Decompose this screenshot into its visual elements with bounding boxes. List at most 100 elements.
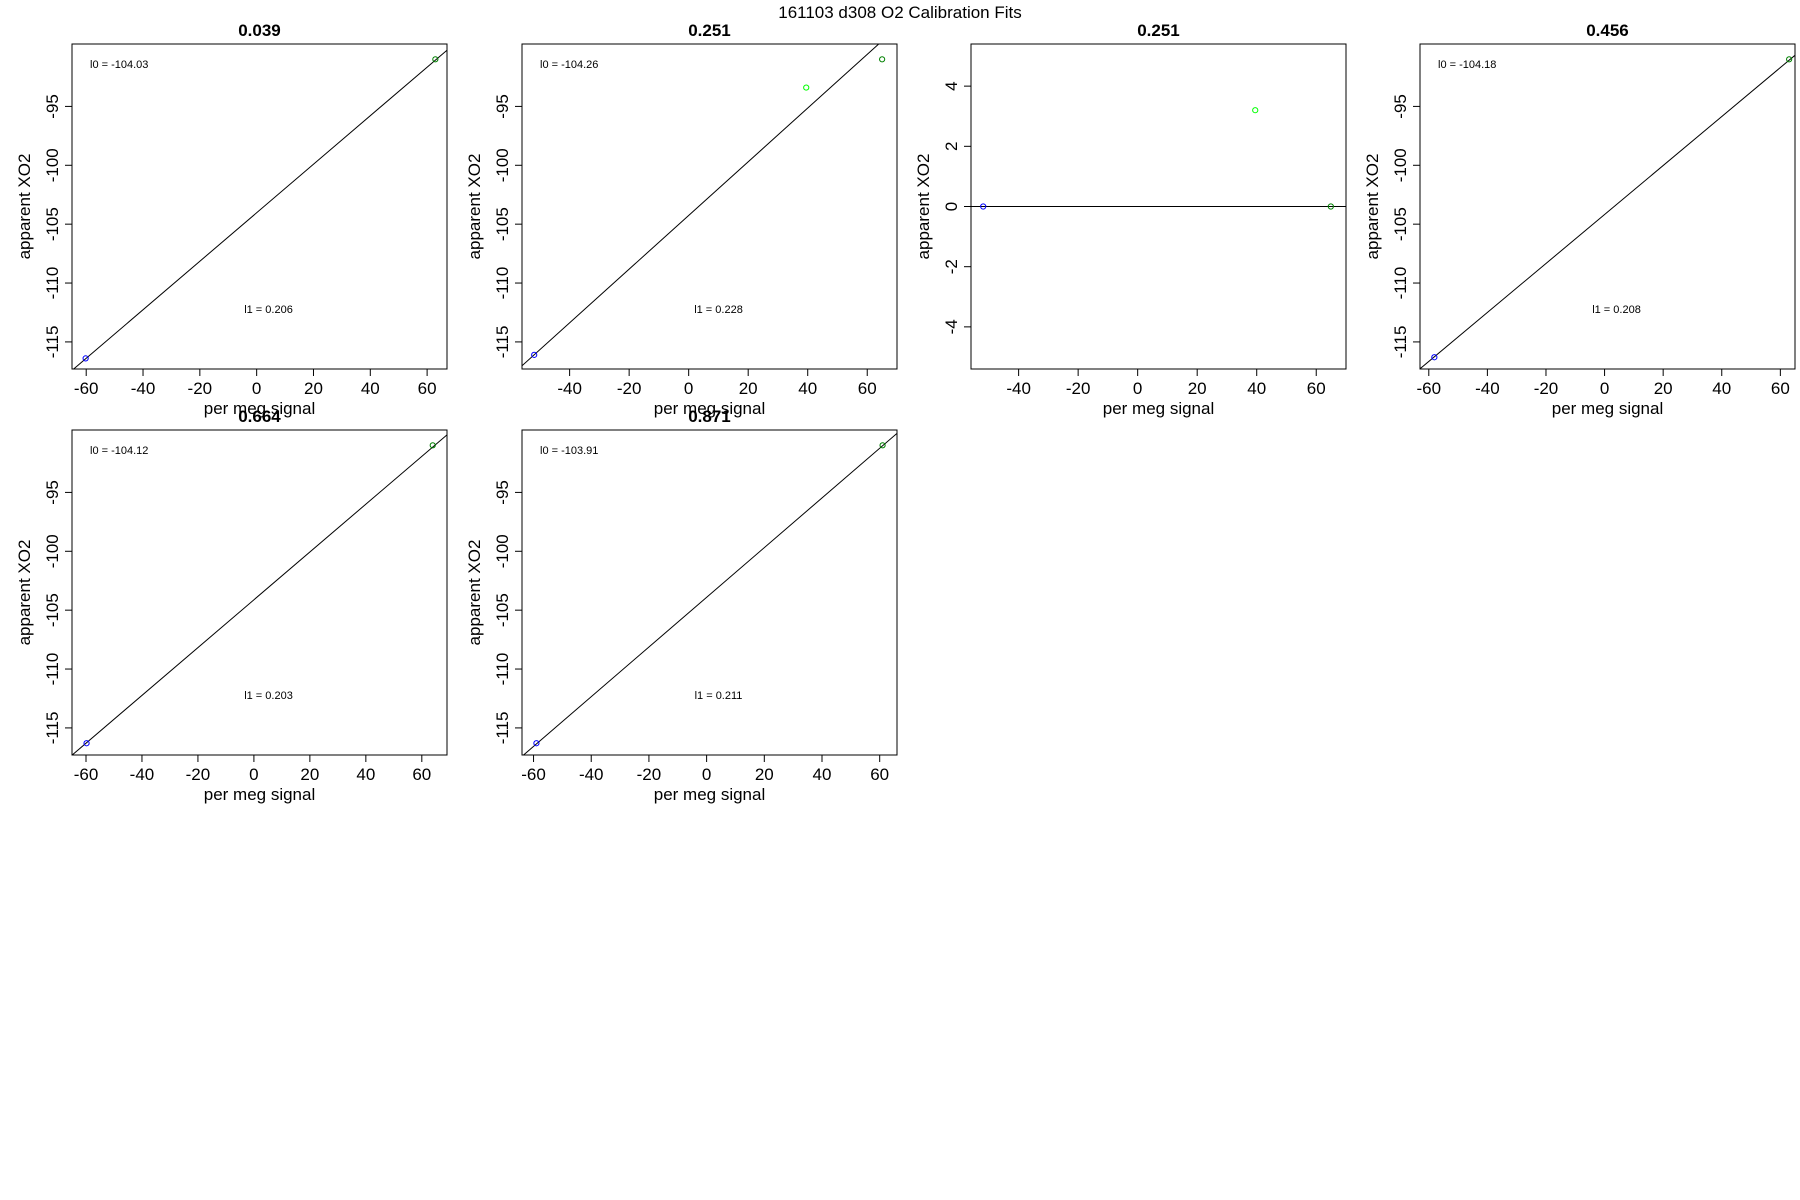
y-tick-label: -105	[43, 593, 62, 627]
x-tick-label: 60	[412, 765, 431, 784]
x-tick-label: 0	[1133, 379, 1142, 398]
data-point	[82, 355, 89, 362]
data-point	[83, 740, 90, 747]
y-tick-label: -100	[43, 148, 62, 182]
x-tick-label: -20	[186, 765, 211, 784]
data-point	[980, 203, 987, 210]
panel-title: 0.039	[238, 21, 281, 40]
panel-title: 0.456	[1586, 21, 1629, 40]
x-tick-label: -20	[1066, 379, 1091, 398]
x-tick-label: 20	[1654, 379, 1673, 398]
x-tick-label: 60	[418, 379, 437, 398]
panel-title: 0.251	[1137, 21, 1180, 40]
x-tick-label: 40	[813, 765, 832, 784]
chart-panel-6: 0.871 -60 -40 -20 0 20 40 60 per meg signal -115 -…	[465, 407, 898, 804]
y-tick-label: -95	[493, 94, 512, 119]
y-axis-label: apparent XO2	[15, 540, 34, 646]
data-point	[1431, 354, 1438, 361]
x-tick-label: -40	[1006, 379, 1031, 398]
y-tick-label: 4	[942, 81, 961, 90]
x-tick-label: 40	[798, 379, 817, 398]
x-tick-label: 0	[1600, 379, 1609, 398]
y-tick-label: 2	[942, 142, 961, 151]
y-tick-label: 0	[942, 202, 961, 211]
y-tick-label: -2	[942, 259, 961, 274]
x-tick-label: -40	[1475, 379, 1500, 398]
slope-annotation: l1 = 0.203	[244, 690, 293, 702]
y-tick-label: -4	[942, 319, 961, 334]
y-tick-label: -110	[493, 653, 512, 686]
intercept-annotation: l0 = -103.91	[540, 445, 598, 457]
slope-annotation: l1 = 0.208	[1592, 304, 1641, 316]
plot-frame	[521, 429, 898, 756]
data-point	[531, 351, 538, 358]
y-tick-label: -115	[43, 712, 62, 745]
x-axis-label: per meg signal	[654, 785, 766, 804]
x-tick-label: 0	[702, 765, 711, 784]
y-axis-label: apparent XO2	[465, 540, 484, 646]
intercept-annotation: l0 = -104.18	[1438, 59, 1496, 71]
x-tick-label: -40	[131, 379, 156, 398]
plot-frame	[71, 43, 448, 370]
x-tick-label: 40	[1712, 379, 1731, 398]
plot-frame	[71, 429, 448, 756]
x-tick-label: -20	[188, 379, 213, 398]
y-tick-label: -100	[43, 534, 62, 568]
data-point	[533, 740, 540, 747]
x-tick-label: 40	[1247, 379, 1266, 398]
x-tick-label: 60	[870, 765, 889, 784]
y-tick-label: -100	[493, 534, 512, 568]
fit-line	[72, 49, 447, 369]
x-tick-label: 60	[1307, 379, 1326, 398]
y-tick-label: -100	[1391, 148, 1410, 182]
chart-panel-2: 0.251 -40 -20 0 20 40 60 per meg signal -115 -110…	[465, 21, 898, 418]
panel-title: 0.251	[688, 21, 731, 40]
intercept-annotation: l0 = -104.26	[540, 59, 598, 71]
plot-frame	[1419, 43, 1796, 370]
slope-annotation: l1 = 0.228	[694, 304, 743, 316]
x-tick-label: 20	[304, 379, 323, 398]
x-tick-label: 20	[755, 765, 774, 784]
x-tick-label: 20	[300, 765, 319, 784]
y-tick-label: -95	[43, 480, 62, 505]
y-tick-label: -105	[43, 207, 62, 241]
x-tick-label: -60	[74, 765, 99, 784]
y-tick-label: -115	[493, 326, 512, 359]
y-axis-label: apparent XO2	[465, 154, 484, 260]
fit-line	[522, 432, 897, 755]
fit-line	[522, 44, 880, 367]
y-axis-label: apparent XO2	[914, 154, 933, 260]
x-axis-label: per meg signal	[654, 399, 766, 418]
fit-line	[1420, 54, 1795, 369]
y-tick-label: -105	[1391, 207, 1410, 241]
data-point	[879, 56, 886, 63]
y-tick-label: -95	[493, 480, 512, 505]
x-tick-label: 20	[1188, 379, 1207, 398]
data-point	[879, 442, 886, 449]
y-tick-label: -110	[43, 267, 62, 300]
chart-panel-1: 0.039 -60 -40 -20 0 20 40 60 per meg signal -115 -…	[15, 21, 448, 418]
x-axis-label: per meg signal	[204, 785, 316, 804]
page-title: 161103 d308 O2 Calibration Fits	[778, 3, 1022, 22]
chart-panel-5: 0.664 -60 -40 -20 0 20 40 60 per meg signal -115 -…	[15, 407, 448, 804]
plot-frame	[521, 43, 898, 370]
y-tick-label: -105	[493, 593, 512, 627]
y-tick-label: -110	[1391, 267, 1410, 300]
data-point	[1252, 107, 1259, 114]
x-tick-label: -60	[74, 379, 99, 398]
y-tick-label: -110	[43, 653, 62, 686]
data-point	[1786, 56, 1793, 63]
x-tick-label: 40	[361, 379, 380, 398]
data-point	[803, 84, 810, 91]
y-tick-label: -110	[493, 267, 512, 300]
x-tick-label: -20	[617, 379, 642, 398]
panel-title: 0.871	[688, 407, 731, 426]
x-tick-label: 60	[858, 379, 877, 398]
fit-line	[72, 434, 447, 755]
y-tick-label: -105	[493, 207, 512, 241]
panel-title: 0.664	[238, 407, 281, 426]
y-tick-label: -115	[1391, 326, 1410, 359]
y-tick-label: -95	[43, 94, 62, 119]
x-tick-label: -20	[637, 765, 662, 784]
